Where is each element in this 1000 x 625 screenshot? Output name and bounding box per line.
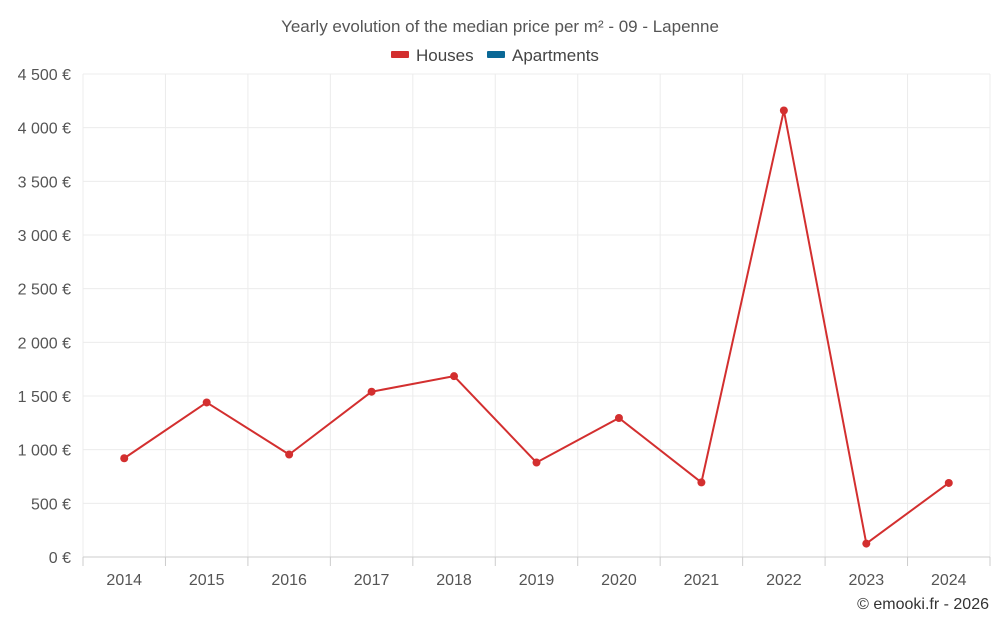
data-point-houses-2015[interactable] bbox=[202, 398, 211, 407]
data-point-houses-2019[interactable] bbox=[532, 458, 541, 467]
x-tick-label: 2021 bbox=[684, 572, 720, 589]
data-point-houses-2016[interactable] bbox=[285, 450, 294, 459]
x-tick-label: 2024 bbox=[931, 572, 967, 589]
x-tick-label: 2017 bbox=[354, 572, 390, 589]
credit-text: © emooki.fr - 2026 bbox=[857, 596, 989, 613]
x-tick-label: 2023 bbox=[849, 572, 885, 589]
y-tick-label: 1 500 € bbox=[18, 389, 71, 406]
chart-title: Yearly evolution of the median price per… bbox=[281, 17, 719, 36]
x-tick-label: 2019 bbox=[519, 572, 555, 589]
legend: Houses Apartments bbox=[391, 46, 599, 65]
legend-label-houses[interactable]: Houses bbox=[416, 46, 474, 65]
legend-swatch-apartments[interactable] bbox=[487, 51, 505, 58]
data-point-houses-2022[interactable] bbox=[779, 106, 788, 115]
data-point-houses-2021[interactable] bbox=[697, 478, 706, 487]
y-tick-label: 3 000 € bbox=[18, 228, 71, 245]
x-tick-label: 2022 bbox=[766, 572, 802, 589]
data-point-houses-2024[interactable] bbox=[944, 478, 953, 487]
x-tick-label: 2016 bbox=[271, 572, 307, 589]
y-tick-label: 3 500 € bbox=[18, 174, 71, 191]
data-point-houses-2014[interactable] bbox=[120, 454, 129, 463]
data-point-houses-2023[interactable] bbox=[862, 539, 871, 548]
data-point-houses-2018[interactable] bbox=[450, 372, 459, 381]
legend-label-apartments[interactable]: Apartments bbox=[512, 46, 599, 65]
y-tick-label: 2 000 € bbox=[18, 335, 71, 352]
data-point-houses-2020[interactable] bbox=[614, 414, 623, 423]
y-tick-label: 4 500 € bbox=[18, 67, 71, 84]
y-tick-label: 1 000 € bbox=[18, 443, 71, 460]
y-tick-label: 2 500 € bbox=[18, 282, 71, 299]
y-tick-label: 500 € bbox=[31, 496, 71, 513]
series-houses bbox=[120, 106, 953, 548]
x-tick-label: 2020 bbox=[601, 572, 637, 589]
y-tick-label: 0 € bbox=[49, 550, 71, 567]
data-point-houses-2017[interactable] bbox=[367, 387, 376, 396]
x-tick-label: 2018 bbox=[436, 572, 472, 589]
grid bbox=[82, 73, 991, 557]
y-tick-label: 4 000 € bbox=[18, 121, 71, 138]
x-tick-label: 2014 bbox=[106, 572, 142, 589]
axes: 0 € 500 € 1 000 € 1 500 € 2 000 € 2 500 € 3 00… bbox=[18, 67, 991, 589]
legend-swatch-houses[interactable] bbox=[391, 51, 409, 58]
x-tick-label: 2015 bbox=[189, 572, 225, 589]
